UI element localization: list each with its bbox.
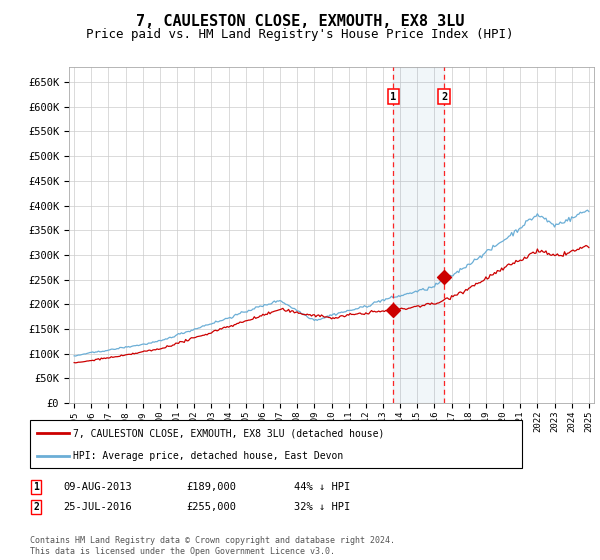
Text: 2: 2 xyxy=(33,502,39,512)
Text: 2: 2 xyxy=(441,92,447,102)
Point xyxy=(439,273,449,282)
Text: Price paid vs. HM Land Registry's House Price Index (HPI): Price paid vs. HM Land Registry's House … xyxy=(86,28,514,41)
Text: 1: 1 xyxy=(33,482,39,492)
Text: 09-AUG-2013: 09-AUG-2013 xyxy=(63,482,132,492)
Text: 1: 1 xyxy=(390,92,397,102)
Text: HPI: Average price, detached house, East Devon: HPI: Average price, detached house, East… xyxy=(73,451,343,461)
Text: 7, CAULESTON CLOSE, EXMOUTH, EX8 3LU (detached house): 7, CAULESTON CLOSE, EXMOUTH, EX8 3LU (de… xyxy=(73,428,385,438)
Text: 7, CAULESTON CLOSE, EXMOUTH, EX8 3LU: 7, CAULESTON CLOSE, EXMOUTH, EX8 3LU xyxy=(136,14,464,29)
Text: 32% ↓ HPI: 32% ↓ HPI xyxy=(294,502,350,512)
Point xyxy=(388,305,398,314)
Text: Contains HM Land Registry data © Crown copyright and database right 2024.
This d: Contains HM Land Registry data © Crown c… xyxy=(30,536,395,556)
Bar xyxy=(393,67,444,403)
Text: £189,000: £189,000 xyxy=(186,482,236,492)
Text: 25-JUL-2016: 25-JUL-2016 xyxy=(63,502,132,512)
Text: 44% ↓ HPI: 44% ↓ HPI xyxy=(294,482,350,492)
Text: £255,000: £255,000 xyxy=(186,502,236,512)
